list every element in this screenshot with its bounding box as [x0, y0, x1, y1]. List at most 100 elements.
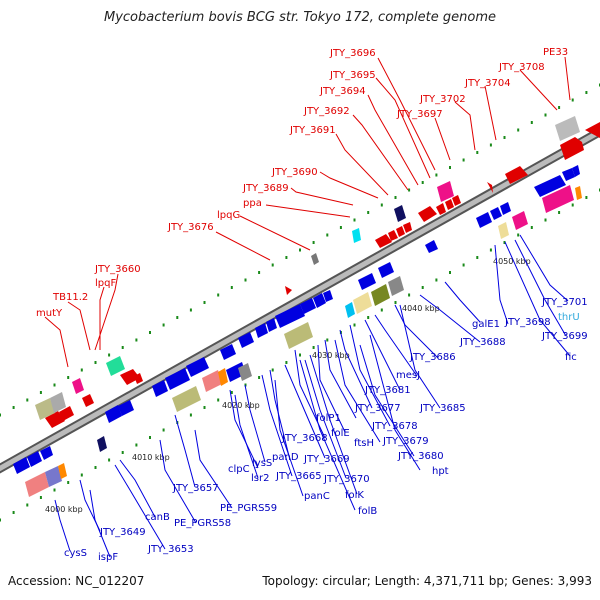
gene-block-olive-big[interactable] — [284, 322, 313, 349]
forward-gene[interactable] — [487, 182, 493, 193]
forward-gene[interactable] — [375, 234, 392, 248]
gene-block-cyan-r[interactable] — [345, 302, 355, 318]
gene-block-cyan[interactable] — [352, 228, 361, 243]
gene-label[interactable]: panD — [272, 452, 299, 463]
gene-label[interactable]: JTY_3702 — [419, 94, 466, 105]
forward-gene[interactable] — [59, 406, 74, 421]
gene-label[interactable]: JTY_3704 — [464, 78, 511, 89]
gene-block-navy[interactable] — [394, 205, 406, 222]
forward-gene[interactable] — [418, 206, 437, 222]
forward-gene[interactable] — [285, 286, 292, 295]
reverse-gene[interactable] — [562, 168, 575, 181]
reverse-gene[interactable] — [165, 368, 190, 390]
gene-label[interactable]: lpqG — [217, 210, 240, 221]
gene-block-pink[interactable] — [437, 181, 454, 202]
gene-label[interactable]: JTY_3697 — [396, 109, 443, 120]
gene-label[interactable]: JTY_3708 — [498, 62, 545, 73]
gene-block-gray-r[interactable] — [388, 276, 404, 296]
forward-gene[interactable] — [403, 222, 412, 233]
gene-label[interactable]: JTY_3699 — [541, 331, 588, 342]
gene-label[interactable]: JTY_3669 — [303, 454, 350, 465]
gene-label[interactable]: ftsH — [354, 438, 374, 449]
gene-label[interactable]: thrU — [558, 312, 580, 323]
gene-label[interactable]: canB — [145, 512, 170, 523]
gene-block-pink-small[interactable] — [72, 378, 84, 394]
gene-label[interactable]: folP1 — [316, 413, 341, 424]
gene-label[interactable]: folB — [358, 506, 377, 517]
gene-label[interactable]: PE_PGRS59 — [220, 503, 277, 514]
gene-label[interactable]: JTY_3686 — [409, 352, 456, 363]
reverse-gene[interactable] — [186, 357, 209, 377]
reverse-gene[interactable] — [27, 451, 42, 467]
gene-label[interactable]: clpC — [228, 464, 250, 475]
gene-label[interactable]: JTY_3680 — [397, 451, 444, 462]
gene-label[interactable]: JTY_3696 — [329, 48, 376, 59]
forward-gene[interactable] — [436, 203, 446, 215]
gene-label[interactable]: JTY_3688 — [459, 337, 506, 348]
forward-gene[interactable] — [445, 199, 454, 210]
reverse-gene[interactable] — [118, 400, 134, 416]
reverse-gene[interactable] — [425, 240, 438, 253]
gene-label[interactable]: JTY_3665 — [275, 471, 322, 482]
gene-label[interactable]: fic — [565, 352, 577, 363]
reverse-gene[interactable] — [105, 405, 122, 423]
gene-block-salmon[interactable] — [202, 370, 222, 392]
forward-gene[interactable] — [585, 122, 600, 138]
gene-block-orange-r2[interactable] — [58, 463, 67, 479]
reverse-gene[interactable] — [266, 318, 277, 332]
forward-gene[interactable] — [134, 373, 143, 384]
gene-block-gray-small[interactable] — [311, 253, 319, 265]
forward-gene[interactable] — [505, 166, 528, 184]
gene-label[interactable]: JTY_3653 — [147, 544, 194, 555]
gene-block-beige[interactable] — [498, 222, 509, 239]
gene-label[interactable]: JTY_3676 — [167, 222, 214, 233]
gene-label[interactable]: lpqF — [95, 278, 116, 289]
gene-block-gray2[interactable] — [50, 392, 66, 413]
gene-block-orange[interactable] — [575, 186, 582, 200]
gene-label[interactable]: JTY_3660 — [94, 264, 141, 275]
forward-gene[interactable] — [560, 137, 584, 160]
gene-block-olive-r2[interactable] — [172, 386, 201, 412]
gene-label[interactable]: panC — [304, 491, 330, 502]
gene-label[interactable]: JTY_3685 — [419, 403, 466, 414]
gene-label[interactable]: JTY_3691 — [289, 125, 336, 136]
reverse-gene[interactable] — [255, 323, 268, 338]
gene-label[interactable]: JTY_3657 — [172, 483, 219, 494]
reverse-gene[interactable] — [238, 332, 254, 348]
forward-gene[interactable] — [82, 394, 94, 407]
gene-label[interactable]: galE1 — [472, 319, 500, 330]
gene-block-gray-r2[interactable] — [238, 363, 252, 381]
gene-label[interactable]: JTY_3678 — [371, 421, 418, 432]
reverse-gene[interactable] — [300, 298, 316, 314]
gene-label[interactable]: JTY_3689 — [242, 183, 289, 194]
reverse-gene[interactable] — [534, 175, 566, 197]
gene-label[interactable]: JTY_3668 — [281, 433, 328, 444]
gene-label[interactable]: JTY_3692 — [303, 106, 350, 117]
gene-label[interactable]: JTY_3698 — [504, 317, 551, 328]
reverse-gene[interactable] — [40, 446, 53, 460]
reverse-gene[interactable] — [13, 457, 30, 474]
gene-block-olive-r[interactable] — [371, 284, 390, 306]
gene-block-beige-r[interactable] — [353, 292, 372, 314]
gene-label[interactable]: PE33 — [543, 47, 568, 58]
gene-label[interactable]: ppa — [243, 198, 262, 209]
gene-label[interactable]: JTY_3670 — [323, 474, 370, 485]
gene-label[interactable]: lsr2 — [251, 473, 269, 484]
gene-label[interactable]: folK — [345, 490, 364, 501]
gene-label[interactable]: PE_PGRS58 — [174, 518, 231, 529]
gene-block-salmon-r[interactable] — [25, 472, 49, 497]
gene-label[interactable]: JTY_3690 — [271, 167, 318, 178]
reverse-gene[interactable] — [500, 202, 511, 215]
gene-label[interactable]: JTY_3677 — [354, 403, 401, 414]
reverse-gene[interactable] — [490, 207, 502, 220]
reverse-gene[interactable] — [97, 436, 107, 452]
gene-label[interactable]: mesJ — [396, 370, 420, 381]
gene-block-gray[interactable] — [555, 116, 580, 141]
gene-label[interactable]: folE — [331, 428, 350, 439]
gene-label[interactable]: mutY — [36, 308, 63, 319]
gene-block-orange-r[interactable] — [218, 368, 228, 386]
gene-label[interactable]: JTY_3649 — [99, 527, 146, 538]
gene-block-green[interactable] — [106, 356, 125, 376]
reverse-gene[interactable] — [572, 165, 580, 177]
gene-label[interactable]: JTY_3694 — [319, 86, 366, 97]
